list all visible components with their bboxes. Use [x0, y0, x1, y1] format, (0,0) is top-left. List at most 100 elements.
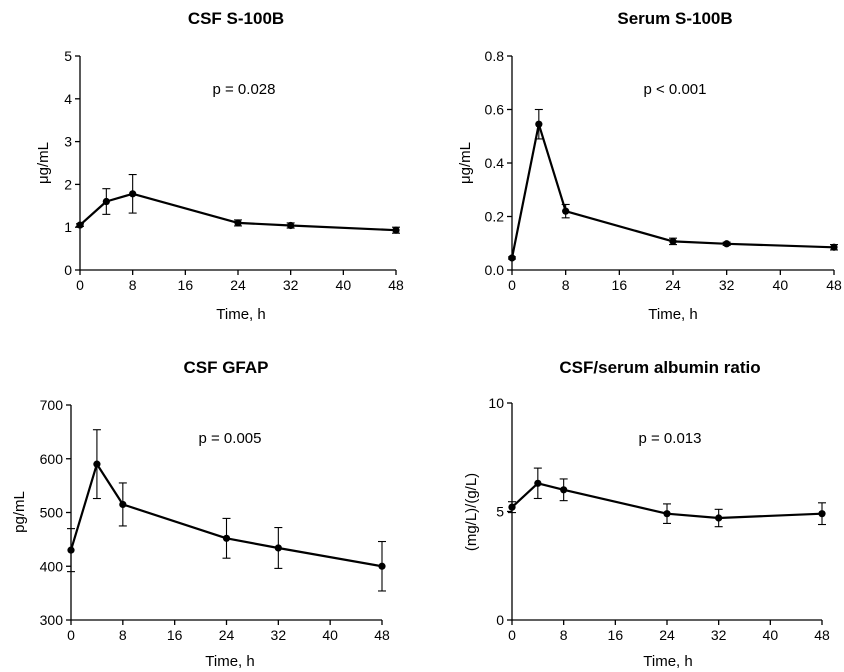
x-tick-label: 16 — [167, 627, 183, 643]
panel-title: Serum S-100B — [617, 9, 732, 28]
x-tick-label: 32 — [711, 627, 727, 643]
data-point — [818, 510, 826, 518]
x-tick-label: 16 — [178, 277, 194, 293]
y-tick-label: 0.4 — [485, 155, 505, 171]
data-point — [715, 514, 723, 522]
x-tick-label: 40 — [763, 627, 779, 643]
x-tick-label: 32 — [283, 277, 299, 293]
x-tick-label: 8 — [562, 277, 570, 293]
x-axis-label: Time, h — [216, 306, 265, 323]
x-tick-label: 16 — [612, 277, 628, 293]
y-tick-label: 600 — [40, 451, 64, 467]
series-line — [510, 123, 835, 259]
panel-title: CSF S-100B — [188, 9, 284, 28]
x-tick-label: 8 — [560, 627, 568, 643]
data-point — [67, 546, 75, 554]
x-tick-label: 40 — [336, 277, 352, 293]
data-point — [723, 240, 731, 248]
y-tick-label: 0.0 — [485, 262, 505, 278]
y-tick-label: 1 — [64, 219, 72, 235]
x-tick-label: 48 — [388, 277, 404, 293]
p-value-annotation: p = 0.005 — [199, 430, 262, 447]
x-tick-label: 24 — [659, 627, 675, 643]
x-tick-label: 0 — [508, 277, 516, 293]
series-line — [79, 192, 397, 232]
data-point — [534, 479, 542, 487]
data-point — [129, 190, 137, 198]
x-tick-label: 8 — [119, 627, 127, 643]
y-tick-label: 0.6 — [485, 102, 505, 118]
series-line — [69, 463, 383, 568]
data-point — [378, 562, 386, 570]
x-tick-label: 24 — [219, 627, 235, 643]
data-point — [392, 226, 400, 234]
y-axis-label: pg/mL — [11, 491, 28, 533]
p-value-annotation: p = 0.028 — [213, 81, 276, 98]
data-point — [535, 120, 543, 128]
data-point — [287, 221, 295, 230]
panel-csf-s100b: CSF S-100B p = 0.028 Time, h μg/mL 0 8 16 2… — [35, 9, 404, 323]
y-tick-label: 5 — [64, 48, 72, 64]
panel-title: CSF/serum albumin ratio — [559, 358, 760, 377]
y-tick-label: 5 — [496, 504, 504, 520]
y-tick-label: 2 — [64, 176, 72, 192]
x-tick-label: 0 — [76, 277, 84, 293]
panel-csf-gfap: CSF GFAP p = 0.005 Time, h pg/mL 0 8 16 24 3… — [11, 358, 390, 670]
y-tick-label: 3 — [64, 134, 72, 150]
data-point — [830, 243, 838, 251]
p-value-annotation: p < 0.001 — [644, 81, 707, 98]
y-tick-label: 0 — [64, 262, 72, 278]
x-tick-label: 24 — [230, 277, 246, 293]
y-tick-label: 500 — [40, 505, 64, 521]
x-tick-label: 16 — [608, 627, 624, 643]
plot-area: 0 8 16 24 32 40 48 0.0 0.2 0.4 0.6 0.8 — [485, 48, 842, 293]
panel-albumin-ratio: CSF/serum albumin ratio p = 0.013 Time, … — [463, 358, 830, 670]
y-tick-label: 10 — [488, 395, 504, 411]
data-point — [508, 503, 516, 511]
y-tick-label: 400 — [40, 558, 64, 574]
x-axis-label: Time, h — [643, 653, 692, 670]
x-axis-label: Time, h — [648, 306, 697, 323]
x-tick-label: 32 — [719, 277, 735, 293]
y-tick-label: 700 — [40, 397, 64, 413]
x-tick-label: 40 — [773, 277, 789, 293]
data-point — [669, 237, 677, 245]
plot-area: 0 8 16 24 32 40 48 0 5 10 — [488, 395, 830, 643]
plot-area: 0 8 16 24 32 40 48 300 400 500 600 700 — [40, 397, 390, 643]
panel-title: CSF GFAP — [183, 358, 268, 377]
plot-area: 0 8 16 24 32 40 48 0 1 2 3 4 5 — [64, 48, 404, 293]
data-point — [102, 197, 110, 206]
x-tick-label: 48 — [826, 277, 842, 293]
y-axis-label: μg/mL — [35, 142, 52, 184]
x-axis-label: Time, h — [205, 653, 254, 670]
x-tick-label: 0 — [67, 627, 75, 643]
data-point — [508, 254, 516, 262]
y-tick-label: 0.8 — [485, 48, 505, 64]
data-point — [93, 460, 101, 468]
data-point — [562, 207, 570, 215]
p-value-annotation: p = 0.013 — [639, 430, 702, 447]
y-tick-label: 300 — [40, 612, 64, 628]
panel-serum-s100b: Serum S-100B p < 0.001 Time, h μg/mL 0 8 1… — [457, 9, 842, 323]
data-point — [234, 219, 242, 227]
x-tick-label: 0 — [508, 627, 516, 643]
x-tick-label: 48 — [814, 627, 830, 643]
x-tick-label: 40 — [322, 627, 338, 643]
series-line — [511, 482, 823, 520]
y-tick-label: 4 — [64, 91, 72, 107]
y-tick-label: 0.2 — [485, 209, 505, 225]
data-point — [663, 510, 671, 518]
x-tick-label: 48 — [374, 627, 390, 643]
data-point — [560, 486, 568, 494]
y-tick-label: 0 — [496, 612, 504, 628]
x-tick-label: 32 — [271, 627, 287, 643]
data-point — [119, 500, 127, 509]
data-point — [76, 221, 84, 229]
data-point — [222, 534, 231, 542]
y-axis-label: (mg/L)/(g/L) — [463, 473, 480, 551]
x-tick-label: 8 — [129, 277, 137, 293]
data-point — [274, 544, 282, 552]
x-tick-label: 24 — [665, 277, 681, 293]
y-axis-label: μg/mL — [457, 142, 474, 184]
